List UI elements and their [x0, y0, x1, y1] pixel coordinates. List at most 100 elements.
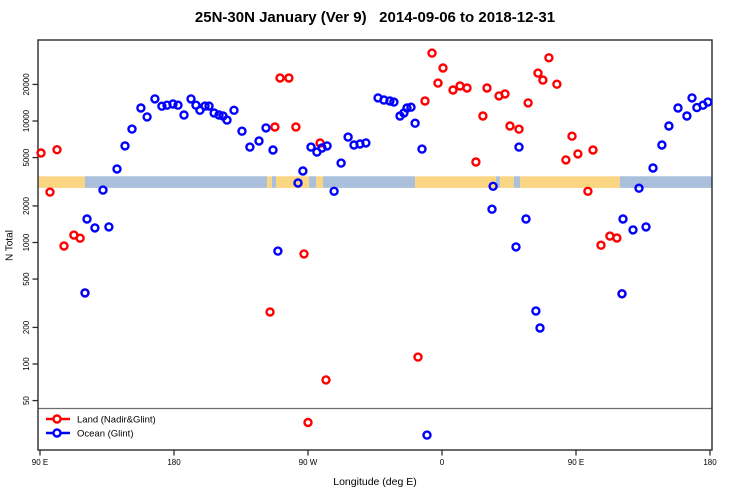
data-point [552, 79, 562, 89]
data-point [90, 223, 100, 233]
x-tick-label: 90 E [32, 458, 48, 467]
data-point [487, 204, 497, 214]
data-point [303, 417, 313, 428]
data-point [567, 131, 577, 141]
data-point [52, 144, 62, 155]
data-point [402, 103, 412, 113]
legend-ocean-label: Ocean (Glint) [77, 429, 134, 440]
x-tick-label: 0 [440, 458, 445, 467]
data-point [273, 246, 283, 256]
data-point [361, 138, 371, 148]
data-point [482, 83, 492, 93]
y-axis-ticks: 20000 10000 5000 2000 1000 500 200 100 50 [22, 73, 38, 405]
strip-segment-land [275, 176, 310, 188]
data-point [104, 222, 114, 232]
data-point [127, 124, 137, 134]
y-tick-label: 10000 [22, 109, 31, 132]
y-axis-title: N Total [4, 230, 16, 261]
data-point [612, 233, 622, 243]
y-tick-label: 500 [22, 272, 31, 286]
x-tick-label: 180 [703, 458, 717, 467]
data-point [583, 186, 593, 197]
data-point [413, 352, 423, 362]
data-point [186, 94, 196, 104]
data-point [438, 63, 448, 73]
data-point [142, 112, 152, 122]
y-tick-label: 2000 [22, 196, 31, 214]
data-point [641, 222, 651, 232]
data-point [531, 306, 541, 316]
data-point [299, 249, 309, 259]
data-point [291, 122, 301, 132]
data-point [36, 148, 46, 158]
legend-land-label: Land (Nadir&Glint) [77, 415, 156, 426]
data-point [682, 111, 692, 121]
data-point [204, 101, 214, 111]
chart-title: 25N-30N January (Ver 9) 2014-09-06 to 20… [194, 9, 556, 26]
data-point [136, 103, 146, 113]
data-point [261, 123, 271, 133]
data-point [433, 78, 443, 88]
data-point [329, 186, 339, 197]
data-point [523, 98, 533, 108]
data-point [298, 166, 308, 176]
strip-segment-land [316, 176, 324, 188]
data-point [500, 89, 510, 99]
x-tick-label: 90 W [299, 458, 318, 467]
strip-segment-ocean [323, 176, 416, 188]
data-point [229, 105, 239, 116]
data-point [284, 73, 294, 83]
data-point [265, 307, 275, 317]
data-point [687, 93, 697, 103]
data-point [254, 136, 264, 146]
data-point [588, 145, 598, 155]
x-tick-label: 180 [167, 458, 181, 467]
data-point [59, 241, 69, 251]
data-point [505, 121, 515, 131]
data-point [596, 240, 606, 250]
data-point [535, 323, 545, 333]
data-point [222, 115, 232, 125]
data-point [270, 122, 280, 132]
strip-segment-ocean [496, 176, 500, 188]
data-point [533, 68, 543, 78]
x-tick-label: 90 E [568, 458, 584, 467]
data-point [573, 149, 583, 159]
data-point [200, 101, 210, 111]
data-point [120, 141, 130, 151]
data-point [420, 96, 430, 106]
land-points [36, 48, 627, 428]
data-point [214, 110, 224, 120]
data-point [657, 140, 667, 150]
plot-border [37, 39, 713, 451]
strip-segment-ocean [309, 176, 317, 188]
ocean-points [80, 93, 713, 440]
data-point [82, 214, 92, 224]
data-point [157, 101, 167, 111]
data-point [417, 144, 427, 154]
data-point [514, 142, 524, 152]
strip-segment-ocean [619, 176, 712, 188]
strip-segment-ocean [271, 176, 276, 188]
data-point [150, 94, 160, 104]
y-tick-label: 200 [22, 320, 31, 334]
strip-segment-land [38, 176, 85, 188]
legend: Land (Nadir&Glint) Ocean (Glint) [46, 414, 156, 440]
data-point [98, 185, 108, 195]
x-axis-title: Longitude (deg E) [333, 476, 417, 488]
strip-segment-land [415, 176, 497, 188]
data-point [321, 375, 331, 385]
data-point [561, 155, 571, 165]
y-tick-label: 5000 [22, 148, 31, 166]
y-tick-label: 100 [22, 357, 31, 371]
data-point [245, 142, 255, 152]
data-point [478, 111, 488, 121]
data-point [293, 178, 303, 188]
data-point [75, 233, 85, 243]
legend-ocean-point-swatch [52, 428, 62, 438]
data-point [618, 214, 628, 224]
data-point [511, 242, 521, 252]
data-point [406, 102, 416, 112]
strip-segment-ocean [513, 176, 521, 188]
